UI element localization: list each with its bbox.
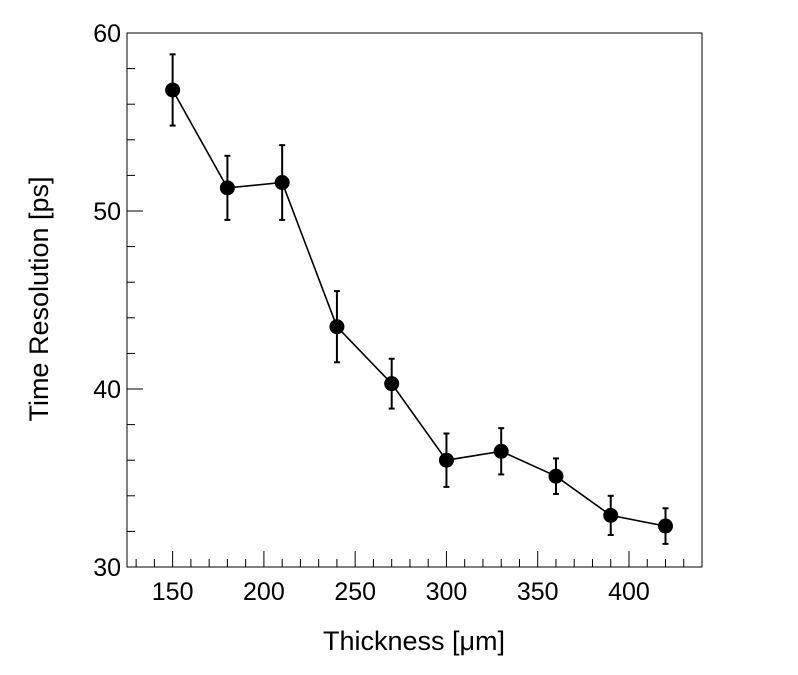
plot-frame bbox=[126, 32, 703, 568]
x-tick-label: 200 bbox=[243, 578, 285, 606]
x-tick-labels: 150 200 250 300 350 400 bbox=[152, 578, 650, 606]
data-point bbox=[219, 180, 235, 196]
data-point bbox=[329, 319, 345, 335]
y-tick-labels: 30 40 50 60 bbox=[93, 20, 121, 582]
y-tick-label: 30 bbox=[93, 554, 121, 582]
series-layer bbox=[165, 53, 673, 545]
x-tick-label: 150 bbox=[152, 578, 194, 606]
x-tick-label: 250 bbox=[334, 578, 376, 606]
y-tick-label: 50 bbox=[93, 198, 121, 226]
x-tick-label: 400 bbox=[608, 578, 650, 606]
y-tick-label: 60 bbox=[93, 20, 121, 48]
series-line bbox=[171, 89, 666, 527]
x-tick-label: 350 bbox=[517, 578, 559, 606]
data-point bbox=[165, 82, 181, 98]
x-axis-label: Thickness [μm] bbox=[323, 626, 505, 656]
data-point bbox=[548, 468, 564, 484]
y-tick-label: 40 bbox=[93, 376, 121, 404]
x-tick-label: 300 bbox=[426, 578, 468, 606]
data-point bbox=[438, 452, 454, 468]
data-point bbox=[603, 507, 619, 523]
minor-ticks bbox=[127, 68, 703, 567]
data-point bbox=[384, 376, 400, 392]
y-axis-label: Time Resolution [ps] bbox=[24, 176, 54, 421]
data-point bbox=[657, 518, 673, 534]
data-point bbox=[274, 175, 290, 191]
major-ticks bbox=[127, 32, 630, 568]
data-point bbox=[493, 443, 509, 459]
